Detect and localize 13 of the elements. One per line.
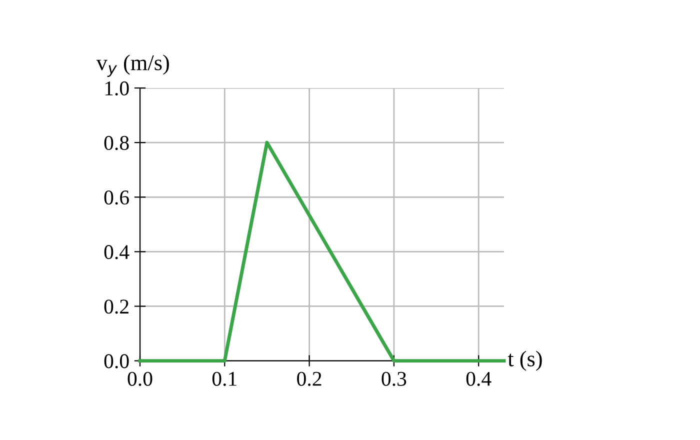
x-tick-label: 0.4 xyxy=(466,372,492,386)
y-tick-label: 0.6 xyxy=(104,190,129,205)
y-tick-label: 0.2 xyxy=(104,300,128,314)
x-tick-label: 0.0 xyxy=(128,372,152,386)
x-tick-label: 0.3 xyxy=(382,372,406,386)
x-tick-label: 0.2 xyxy=(297,372,322,386)
y-tick-label: 0.0 xyxy=(104,354,129,368)
y-tick-label: 0.4 xyxy=(104,245,130,260)
x-axis-title: t (s) xyxy=(508,350,542,371)
x-tick-label: 0.1 xyxy=(212,372,236,386)
y-tick-label: 0.8 xyxy=(104,136,129,150)
y-axis-title: v$_{y}$ (m/s) xyxy=(96,54,169,77)
y-tick-label: 1.0 xyxy=(105,81,129,96)
